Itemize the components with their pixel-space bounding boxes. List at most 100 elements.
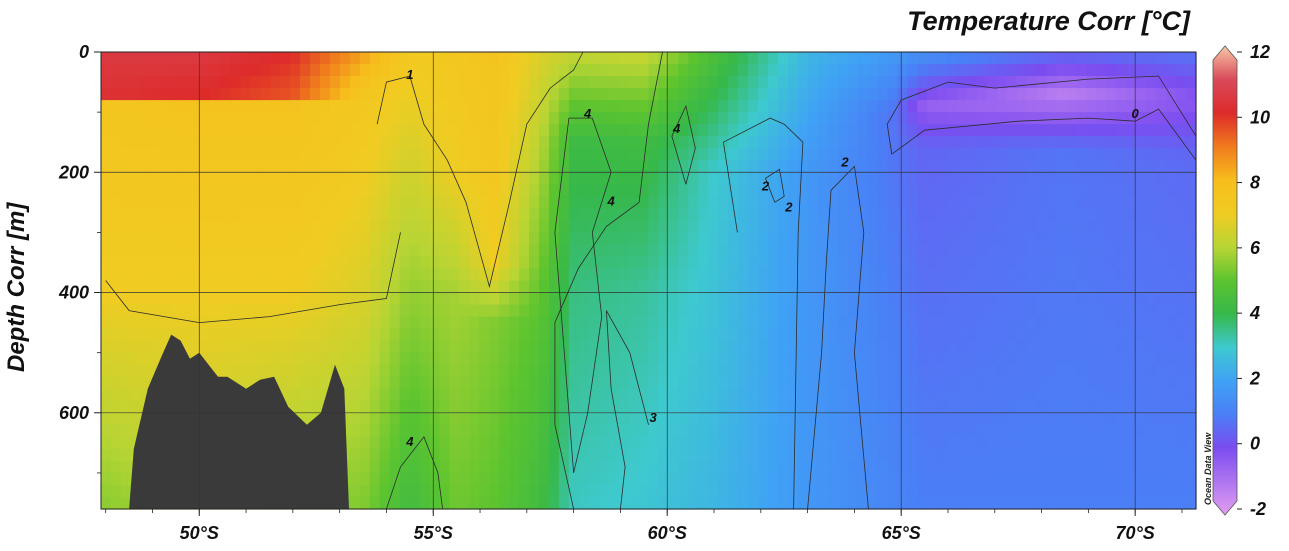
heat-cell <box>539 484 550 498</box>
heat-cell <box>668 424 679 438</box>
heat-cell <box>758 172 769 185</box>
heat-cell <box>190 268 202 282</box>
heat-cell <box>110 436 122 450</box>
heat-cell <box>598 256 610 270</box>
heat-cell <box>419 184 431 197</box>
heat-cell <box>110 232 122 246</box>
heat-cell <box>608 136 620 149</box>
heat-cell <box>927 172 938 185</box>
heat-cell <box>967 376 978 390</box>
heat-cell <box>758 280 769 294</box>
heat-cell <box>1016 100 1028 113</box>
heat-cell <box>1096 184 1107 197</box>
heat-cell <box>339 88 351 101</box>
heat-cell <box>947 136 958 149</box>
heat-cell <box>1056 388 1068 402</box>
heat-cell <box>698 484 709 498</box>
heat-cell <box>867 220 879 233</box>
heat-cell <box>578 448 590 462</box>
heat-cell <box>748 460 759 474</box>
heat-cell <box>837 64 849 77</box>
heat-cell <box>728 232 739 246</box>
heat-cell <box>877 436 888 450</box>
heat-cell <box>738 256 749 270</box>
heat-cell <box>678 256 689 270</box>
heat-cell <box>817 184 829 197</box>
heat-cell <box>917 52 928 65</box>
heat-cell <box>618 280 630 294</box>
heat-cell <box>509 352 520 366</box>
heat-cell <box>1076 412 1088 426</box>
heat-cell <box>996 364 1008 378</box>
heat-cell <box>1076 220 1088 233</box>
heat-cell <box>678 424 689 438</box>
heat-cell <box>698 76 709 89</box>
heat-cell <box>957 256 968 270</box>
heat-cell <box>1096 496 1107 510</box>
heat-cell <box>558 220 570 233</box>
heat-cell <box>1116 304 1127 318</box>
heat-cell <box>469 388 480 402</box>
heat-cell <box>310 400 321 414</box>
heat-cell <box>529 376 540 390</box>
heat-cell <box>120 220 132 233</box>
heat-cell <box>688 160 699 173</box>
heat-cell <box>101 196 112 209</box>
heat-cell <box>509 76 520 89</box>
heat-cell <box>678 64 689 77</box>
heat-cell <box>519 112 530 125</box>
heat-cell <box>1116 484 1127 498</box>
heat-cell <box>698 100 709 113</box>
heat-cell <box>748 52 759 65</box>
heat-cell <box>439 136 450 149</box>
heat-cell <box>429 208 441 221</box>
heat-cell <box>837 208 849 221</box>
heat-cell <box>748 196 759 209</box>
heat-cell <box>867 172 879 185</box>
heat-cell <box>220 172 231 185</box>
heat-cell <box>648 400 660 414</box>
heat-cell <box>618 172 630 185</box>
heat-cell <box>678 376 689 390</box>
heat-cell <box>986 232 998 246</box>
heat-cell <box>310 52 321 65</box>
heat-cell <box>1026 280 1038 294</box>
heat-cell <box>957 496 968 510</box>
heat-cell <box>190 340 202 354</box>
heat-cell <box>280 208 291 221</box>
heat-cell <box>469 148 480 161</box>
heat-cell <box>678 136 689 149</box>
heat-cell <box>409 340 421 354</box>
heat-cell <box>986 220 998 233</box>
heat-cell <box>1186 232 1197 246</box>
heat-cell <box>977 136 988 149</box>
heat-cell <box>847 328 859 342</box>
heat-cell <box>270 76 281 89</box>
contour-line <box>606 310 649 510</box>
heat-cell <box>957 124 968 137</box>
heat-cell <box>1016 436 1028 450</box>
heat-cell <box>170 220 182 233</box>
heat-cell <box>1076 64 1088 77</box>
heat-cell <box>668 232 679 246</box>
heat-cell <box>310 304 321 318</box>
heat-cell <box>937 112 948 125</box>
heat-cell <box>1056 196 1068 209</box>
heat-cell <box>180 208 192 221</box>
heat-cell <box>290 64 301 77</box>
heat-cell <box>499 112 510 125</box>
heat-cell <box>937 424 948 438</box>
heat-cell <box>648 328 660 342</box>
heat-cell <box>1016 88 1028 101</box>
heat-cell <box>857 496 869 510</box>
heat-cell <box>429 136 441 149</box>
heat-cell <box>300 64 311 77</box>
heat-cell <box>439 484 450 498</box>
heat-cell <box>628 388 640 402</box>
heat-cell <box>449 496 460 510</box>
heat-cell <box>1156 412 1167 426</box>
heat-cell <box>986 400 998 414</box>
heat-cell <box>280 76 291 89</box>
heat-cell <box>787 244 799 258</box>
heat-cell <box>698 256 709 270</box>
